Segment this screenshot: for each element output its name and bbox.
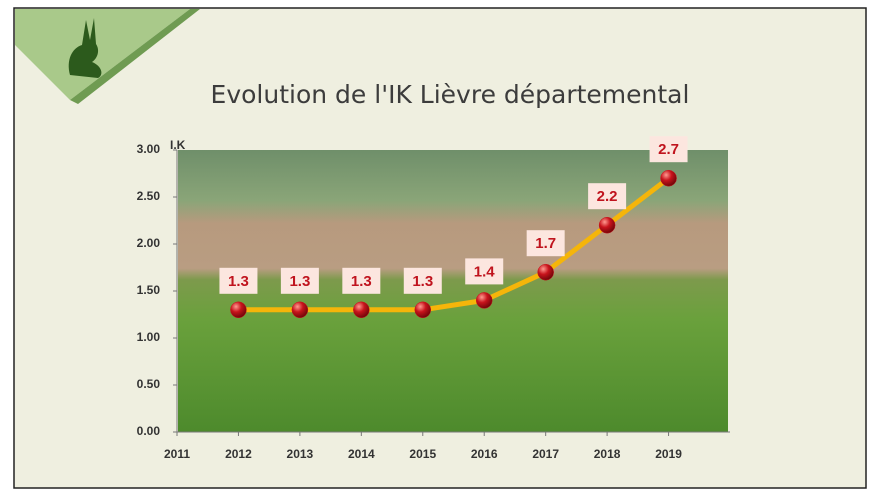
data-point — [599, 217, 615, 233]
chart-title: Evolution de l'IK Lièvre départemental — [211, 80, 690, 109]
value-label: 1.4 — [474, 263, 496, 280]
data-point — [230, 302, 246, 318]
x-tick-label: 2017 — [532, 447, 559, 461]
x-tick-label: 2013 — [287, 447, 314, 461]
x-tick-label: 2016 — [471, 447, 498, 461]
value-label: 2.7 — [658, 141, 679, 158]
y-tick-label: 3.00 — [137, 142, 161, 156]
x-tick-label: 2012 — [225, 447, 252, 461]
data-point — [415, 302, 431, 318]
x-tick-label: 2019 — [655, 447, 682, 461]
x-tick-label: 2014 — [348, 447, 375, 461]
y-tick-label: 1.00 — [137, 330, 161, 344]
data-point — [292, 302, 308, 318]
y-tick-label: 0.00 — [137, 424, 161, 438]
data-point — [661, 170, 677, 186]
value-label: 1.3 — [351, 273, 372, 290]
data-point — [538, 264, 554, 280]
x-tick-label: 2018 — [594, 447, 621, 461]
value-label: 2.2 — [597, 188, 618, 205]
x-tick-label: 2015 — [409, 447, 436, 461]
value-label: 1.3 — [412, 273, 433, 290]
plot-photo — [178, 150, 728, 432]
value-label: 1.7 — [535, 235, 556, 252]
value-label: 1.3 — [228, 273, 249, 290]
y-tick-label: 2.00 — [137, 236, 161, 250]
data-point — [353, 302, 369, 318]
x-tick-label: 2011 — [164, 447, 190, 461]
value-label: 1.3 — [289, 273, 310, 290]
data-point — [476, 292, 492, 308]
y-tick-label: 1.50 — [137, 283, 161, 297]
y-tick-label: 2.50 — [137, 189, 161, 203]
y-axis-label: I.K — [170, 138, 186, 152]
y-tick-label: 0.50 — [137, 377, 161, 391]
slide: Evolution de l'IK Lièvre départemental I… — [0, 0, 874, 496]
